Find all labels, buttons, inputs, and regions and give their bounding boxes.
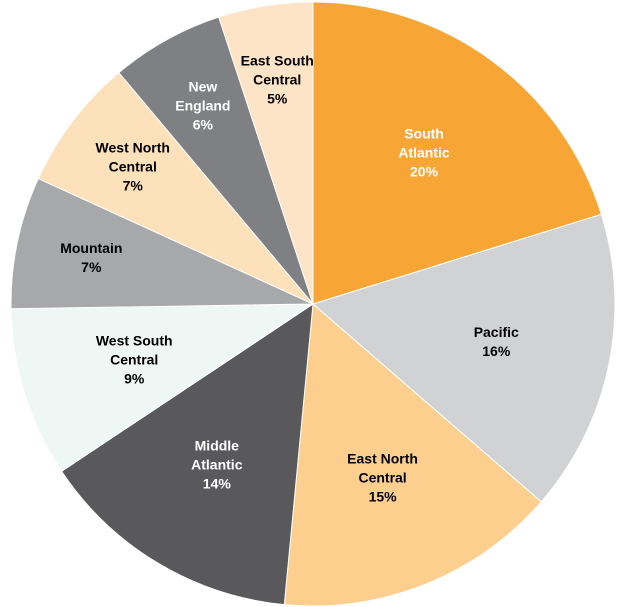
slice-label: West North Central 7% bbox=[90, 138, 176, 195]
pie-slice bbox=[10, 303, 315, 472]
value-label: 5% bbox=[267, 90, 288, 107]
pie-slice bbox=[218, 1, 314, 305]
value-label: 9% bbox=[124, 370, 145, 387]
pie-slice bbox=[311, 213, 616, 503]
value-label: 20% bbox=[410, 163, 439, 180]
category-name: East South Central bbox=[240, 52, 314, 88]
pie-slice bbox=[37, 71, 314, 305]
slice-label: Mountain 7% bbox=[48, 239, 134, 277]
category-name: Mountain bbox=[60, 239, 123, 256]
pie-slice bbox=[60, 303, 314, 606]
pie-slice bbox=[10, 177, 314, 310]
category-name: South Atlantic bbox=[398, 125, 450, 161]
slice-label: West South Central 9% bbox=[91, 331, 177, 388]
category-name: Pacific bbox=[473, 324, 519, 341]
pie-slice bbox=[312, 1, 603, 305]
slice-label: New England 6% bbox=[160, 78, 246, 135]
category-name: Middle Atlantic bbox=[191, 437, 243, 473]
value-label: 14% bbox=[202, 475, 231, 492]
value-label: 15% bbox=[368, 488, 397, 505]
value-label: 7% bbox=[81, 258, 102, 275]
category-name: East North Central bbox=[347, 450, 418, 486]
slice-label: Pacific 16% bbox=[453, 323, 539, 361]
slice-label: South Atlantic 20% bbox=[381, 125, 467, 182]
pie-slice bbox=[283, 302, 542, 607]
value-label: 6% bbox=[192, 116, 213, 133]
slice-label: East North Central 15% bbox=[340, 449, 426, 506]
category-name: West North Central bbox=[95, 139, 170, 175]
value-label: 7% bbox=[122, 177, 143, 194]
category-name: New England bbox=[175, 78, 231, 114]
slice-label: East South Central 5% bbox=[234, 52, 320, 109]
slice-label: Middle Atlantic 14% bbox=[174, 436, 260, 493]
value-label: 16% bbox=[482, 343, 511, 360]
category-name: West South Central bbox=[95, 332, 173, 368]
